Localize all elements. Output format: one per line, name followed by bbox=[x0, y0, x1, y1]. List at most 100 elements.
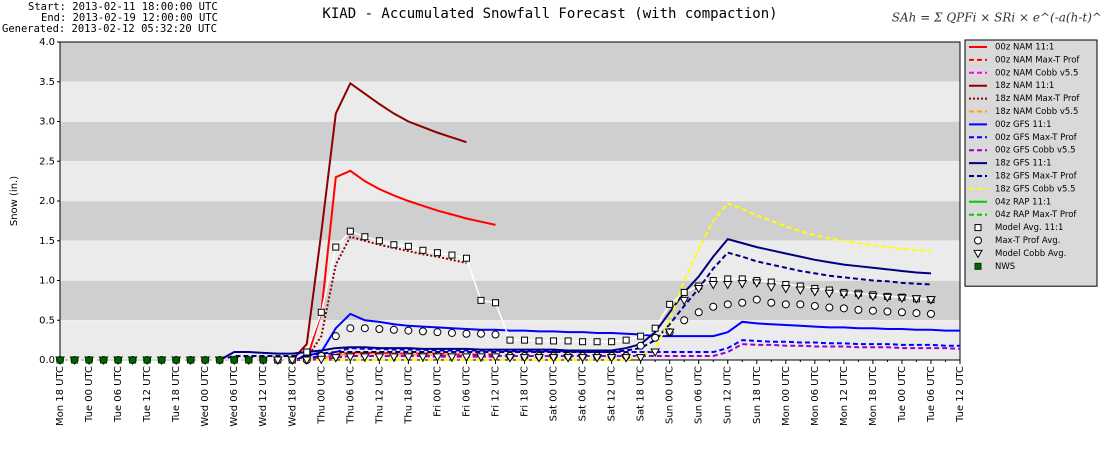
marker-square bbox=[462, 254, 470, 262]
marker-triangle bbox=[824, 289, 835, 299]
marker-triangle bbox=[882, 293, 893, 303]
grid-band bbox=[60, 121, 960, 162]
marker-triangle bbox=[621, 354, 631, 363]
marker-triangle bbox=[693, 284, 704, 294]
y-axis-label: Snow (in.) bbox=[9, 176, 20, 226]
marker-circle bbox=[447, 328, 456, 337]
formula: SAh = Σ QPFi × SRi × e^(-a(h-t)^½) bbox=[892, 11, 1100, 25]
legend-label: 18z NAM Cobb v5.5 bbox=[995, 107, 1078, 117]
marker-circle bbox=[897, 308, 906, 317]
x-tick-label: Sun 18 UTC bbox=[752, 366, 763, 424]
x-tick-label: Tue 18 UTC bbox=[171, 366, 182, 423]
end-time: End: 2013-02-19 12:00:00 UTC bbox=[41, 12, 218, 24]
marker-square bbox=[332, 243, 340, 251]
marker-circle bbox=[912, 309, 921, 318]
marker-triangle bbox=[476, 353, 486, 362]
legend-label: 00z GFS Max-T Prof bbox=[995, 133, 1078, 143]
legend-label: 00z NAM Cobb v5.5 bbox=[995, 68, 1078, 78]
marker-triangle bbox=[650, 348, 661, 358]
marker-triangle bbox=[301, 356, 312, 366]
marker-triangle bbox=[316, 355, 327, 365]
marker-square bbox=[114, 356, 122, 364]
marker-circle bbox=[418, 327, 427, 336]
marker-square bbox=[608, 338, 616, 346]
y-tick-label: 0.5 bbox=[39, 315, 55, 326]
marker-triangle bbox=[330, 354, 341, 363]
y-tick-label: 1.5 bbox=[39, 236, 55, 247]
x-tick-label: Mon 18 UTC bbox=[55, 366, 66, 426]
marker-circle bbox=[781, 300, 790, 309]
legend-label: 00z GFS Cobb v5.5 bbox=[995, 146, 1076, 156]
legend-label: 04z RAP Max-T Prof bbox=[995, 210, 1077, 220]
marker-triangle bbox=[548, 354, 559, 363]
marker-circle bbox=[375, 324, 384, 333]
x-tick-label: Tue 00 UTC bbox=[897, 366, 908, 423]
marker-square bbox=[579, 338, 587, 346]
marker-square bbox=[404, 242, 412, 250]
x-tick-label: Mon 00 UTC bbox=[781, 366, 792, 426]
grid-band bbox=[60, 81, 960, 122]
legend-label: Model Cobb Avg. bbox=[995, 249, 1066, 259]
marker-square bbox=[680, 288, 688, 296]
chart-title: KIAD - Accumulated Snowfall Forecast (wi… bbox=[322, 6, 777, 22]
marker-square bbox=[129, 356, 137, 364]
marker-square bbox=[637, 332, 645, 340]
marker-circle bbox=[883, 307, 892, 316]
marker-square bbox=[361, 233, 369, 241]
marker-circle bbox=[651, 333, 660, 342]
marker-triangle bbox=[490, 353, 501, 362]
marker-triangle bbox=[359, 353, 370, 362]
marker-triangle bbox=[679, 296, 690, 306]
marker-triangle bbox=[447, 353, 457, 362]
marker-triangle bbox=[519, 354, 530, 363]
marker-square bbox=[390, 241, 398, 249]
legend-label: 04z RAP 11:1 bbox=[995, 197, 1051, 207]
x-tick-label: Mon 18 UTC bbox=[868, 366, 879, 426]
y-tick-label: 2.5 bbox=[39, 156, 55, 167]
y-tick-label: 3.0 bbox=[39, 117, 55, 128]
marker-triangle bbox=[592, 354, 602, 363]
marker-circle bbox=[854, 305, 863, 314]
legend-label: 00z NAM Max-T Prof bbox=[995, 55, 1080, 65]
marker-circle bbox=[825, 303, 834, 312]
marker-square bbox=[506, 336, 514, 344]
x-tick-label: Tue 00 UTC bbox=[84, 366, 95, 423]
marker-square bbox=[346, 227, 354, 235]
marker-triangle bbox=[766, 283, 777, 292]
x-tick-label: Fri 18 UTC bbox=[520, 366, 531, 417]
marker-circle bbox=[738, 298, 747, 307]
marker-circle bbox=[491, 330, 500, 339]
marker-circle bbox=[680, 316, 689, 325]
x-tick-label: Fri 06 UTC bbox=[461, 366, 472, 417]
marker-square bbox=[201, 356, 209, 364]
legend-label: 00z NAM 11:1 bbox=[995, 43, 1054, 53]
marker-square bbox=[230, 356, 238, 364]
legend-label: 18z GFS Cobb v5.5 bbox=[995, 184, 1076, 194]
marker-circle bbox=[462, 329, 471, 338]
marker-square bbox=[521, 336, 529, 344]
marker-circle bbox=[360, 324, 369, 333]
marker-square bbox=[143, 356, 151, 364]
marker-square bbox=[419, 246, 427, 254]
legend-label: 00z GFS 11:1 bbox=[995, 120, 1052, 130]
marker-square bbox=[593, 338, 601, 346]
marker-square bbox=[433, 249, 441, 257]
marker-square bbox=[477, 296, 485, 304]
marker-circle bbox=[346, 324, 355, 333]
marker-square bbox=[158, 356, 166, 364]
marker-circle bbox=[810, 301, 819, 310]
marker-triangle bbox=[897, 294, 907, 303]
marker-square bbox=[535, 337, 543, 345]
marker-circle bbox=[476, 329, 485, 338]
x-tick-label: Tue 06 UTC bbox=[113, 366, 124, 423]
marker-triangle bbox=[418, 353, 428, 362]
legend-label: 18z NAM Max-T Prof bbox=[995, 94, 1080, 104]
marker-triangle bbox=[780, 284, 791, 294]
marker-square bbox=[317, 308, 325, 316]
x-tick-label: Wed 18 UTC bbox=[287, 366, 298, 427]
x-tick-label: Fri 00 UTC bbox=[432, 366, 443, 417]
x-tick-label: Sat 12 UTC bbox=[607, 366, 618, 421]
marker-triangle bbox=[635, 354, 646, 363]
x-tick-label: Thu 06 UTC bbox=[345, 366, 356, 425]
